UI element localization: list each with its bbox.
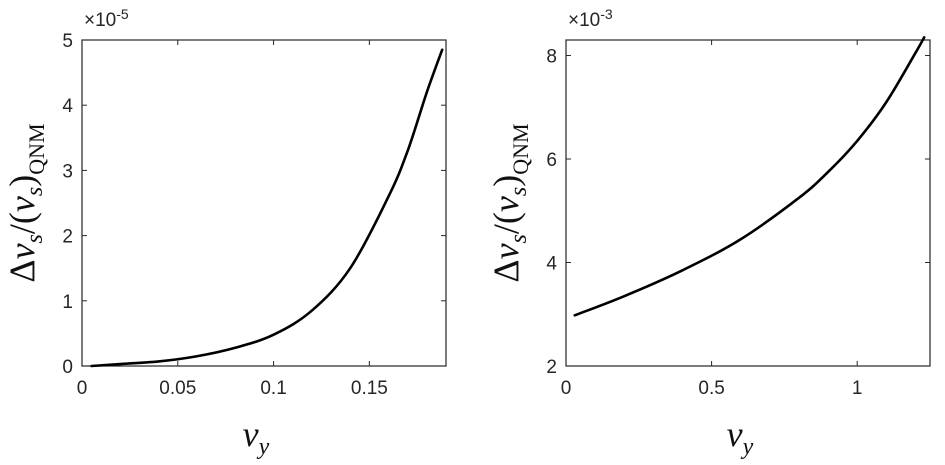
plot-frame [565,39,931,367]
y-label-close: ) [486,175,526,187]
y-label-sub-qnm: QNM [24,123,49,174]
x-label-sub-y: y [741,434,754,460]
multiplier-exponent: -3 [600,6,613,22]
x-label-v: v [243,414,259,454]
y-label-v: v [2,243,42,259]
y-tick-label: 8 [546,47,557,68]
y-label-slash: /( [486,212,526,234]
y-label-sub-s: s [22,234,48,243]
x-tick-label: 0.15 [351,378,388,399]
y-tick-label: 4 [546,254,557,275]
y-axis-multiplier: ×10-5 [84,6,129,31]
multiplier-exponent: -5 [116,6,129,22]
y-axis-label: Δvs/(vs)QNM [486,123,533,282]
x-label-v: v [727,414,743,454]
series-line-1 [573,36,926,317]
y-tick-label: 0 [62,357,73,378]
y-label-delta: Δ [2,259,42,282]
y-axis-label: Δvs/(vs)QNM [2,123,49,282]
y-tick-label: 1 [62,292,73,313]
y-tick-label: 2 [62,227,73,248]
y-label-v: v [486,243,526,259]
y-tick-label: 3 [62,161,73,182]
series-line-1 [90,48,444,368]
x-label-sub-y: y [257,434,270,460]
x-tick-label: 0.05 [159,378,196,399]
x-tick-label: 1 [852,378,863,399]
y-tick-label: 4 [62,96,73,117]
y-label-slash: /( [2,212,42,234]
multiplier-base: ×10 [84,10,116,31]
y-tick-label: 2 [546,357,557,378]
multiplier-base: ×10 [568,10,600,31]
y-label-sub-s2: s [506,187,532,196]
x-axis-label: vy [243,414,270,460]
y-label-sub-s2: s [22,187,48,196]
plot-frame [81,39,447,367]
y-axis-multiplier: ×10-3 [568,6,613,31]
y-label-sub-s: s [506,234,532,243]
y-label-sub-qnm: QNM [508,123,533,174]
y-label-close: ) [2,175,42,187]
x-tick-label: 0.1 [260,378,286,399]
x-tick-label: 0 [561,378,572,399]
x-tick-label: 0 [77,378,88,399]
y-label-v2: v [486,196,526,212]
x-axis-label: vy [727,414,754,460]
y-tick-label: 6 [546,150,557,171]
x-tick-label: 0.5 [698,378,724,399]
y-label-delta: Δ [486,259,526,282]
y-tick-label: 5 [62,31,73,52]
y-label-v2: v [2,196,42,212]
